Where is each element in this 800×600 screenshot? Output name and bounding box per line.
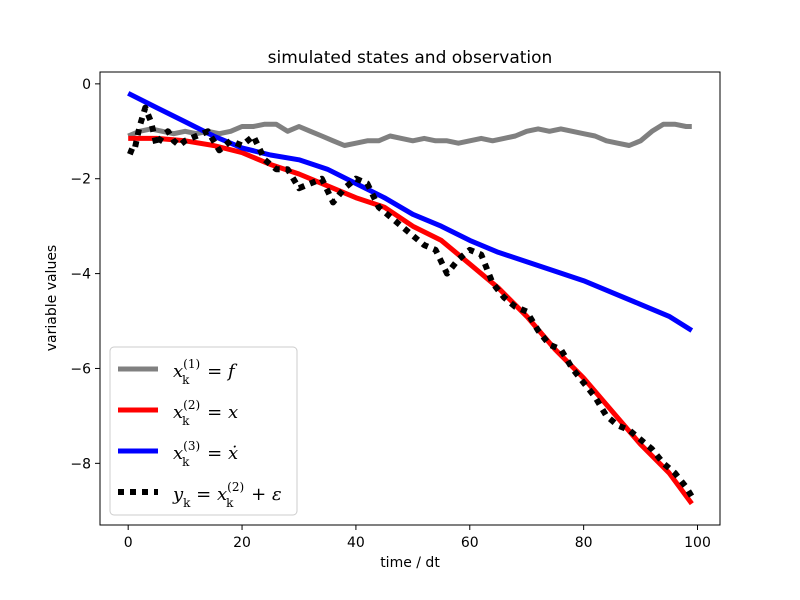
legend-box [109,346,298,516]
legend-label-3: x(3) k = ẋ [173,439,238,469]
ticks-layer: 0 20 40 60 80 100 0 −2 −4 −6 −8 [70,77,711,551]
series-line-2 [128,135,694,506]
x-tick-label: 100 [684,535,711,551]
y-axis-label: variable values [44,245,60,351]
legend: x(1) k = f x(2) k = x x(3) k = ẋ yk = x(2) k… [109,346,298,516]
y-tick-label: 0 [82,77,91,93]
chart-title: simulated states and observation [268,48,553,68]
y-tick-label: −4 [70,267,91,283]
x-tick-label: 60 [461,535,479,551]
series-layer [127,91,695,506]
legend-label-2: x(2) k = x [173,398,238,428]
x-axis-label: time / dt [380,555,440,571]
x-tick-label: 20 [233,535,251,551]
series-line-1 [127,121,692,148]
x-tick-label: 0 [124,535,133,551]
legend-label-1: x(1) k = f [173,357,238,387]
y-tick-label: −6 [70,361,91,377]
x-tick-label: 80 [575,535,593,551]
series-line-3 [127,91,694,333]
legend-label-4: yk = x(2) k + ε [172,480,282,510]
x-tick-label: 40 [347,535,365,551]
y-tick-label: −2 [70,172,91,188]
plot-frame [99,71,721,526]
y-tick-label: −8 [70,456,91,472]
